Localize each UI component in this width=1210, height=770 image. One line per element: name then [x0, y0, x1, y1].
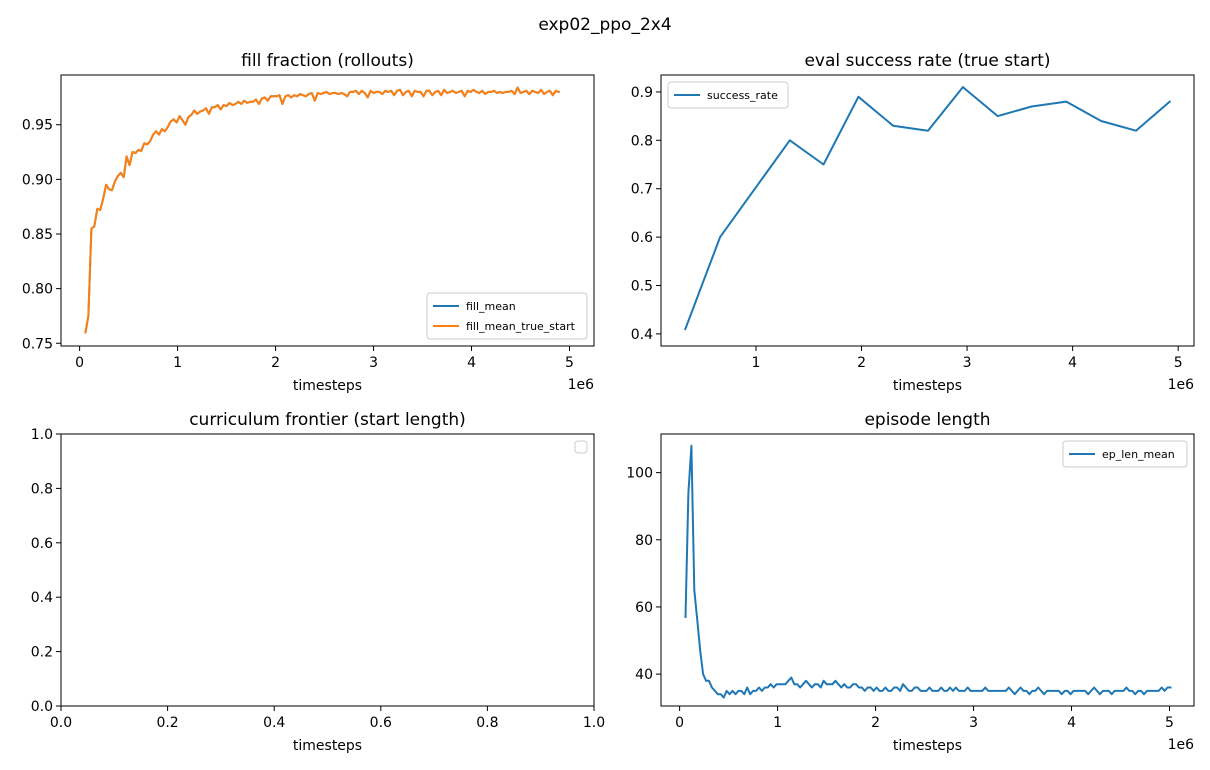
- y-tick-label: 0.5: [631, 279, 653, 295]
- subplot-4: episode length 0 1 2 3 4 5 40 60 80 100 timesteps 1e…: [626, 410, 1195, 754]
- x-axis-label: timesteps: [893, 738, 962, 754]
- x-tick-label: 1: [752, 355, 761, 371]
- x-axis-label: timesteps: [893, 378, 962, 394]
- y-tick-label: 100: [626, 466, 653, 482]
- y-tick-label: 60: [635, 600, 653, 616]
- legend: fill_mean fill_mean_true_start: [426, 292, 588, 340]
- x-offset-label: 1e6: [568, 377, 595, 393]
- y-tick-label: 0.6: [31, 536, 53, 552]
- x-tick-label: 4: [1068, 355, 1077, 371]
- subplot-3: curriculum frontier (start length) 0.0 0.2…: [31, 410, 605, 754]
- x-offset-label: 1e6: [1168, 377, 1195, 393]
- y-tick-label: 0.8: [31, 481, 53, 497]
- x-tick-label: 2: [271, 355, 280, 371]
- axes-frame: [60, 74, 595, 347]
- y-tick-label: 0.95: [22, 118, 53, 134]
- series-line-ep_len_mean: [684, 444, 1172, 699]
- x-tick-label: 0.4: [263, 715, 285, 731]
- y-tick-label: 0.0: [31, 699, 53, 715]
- legend: [574, 440, 588, 454]
- y-tick-label: 0.75: [22, 336, 53, 352]
- y-tick-label: 80: [635, 533, 653, 549]
- subplot-2: eval success rate (true start) 1 2 3 4 5 0.4 0.…: [631, 51, 1195, 394]
- axes-frame: [660, 433, 1195, 707]
- x-tick-label: 2: [857, 355, 866, 371]
- y-tick-label: 0.9: [631, 85, 653, 101]
- subplot-grid: fill fraction (rollouts)0 1 2 3 4 50.750.800.…: [22, 51, 1195, 754]
- y-tick-label: 0.80: [22, 282, 53, 298]
- y-tick-label: 0.8: [631, 133, 653, 149]
- x-tick-label: 4: [467, 355, 476, 371]
- legend-entry-label: fill_mean: [466, 300, 516, 313]
- y-tick-label: 0.85: [22, 227, 53, 243]
- y-tick-label: 0.7: [631, 182, 653, 198]
- x-tick-label: 3: [963, 355, 972, 371]
- x-tick-label: 0: [75, 355, 84, 371]
- y-tick-label: 0.6: [631, 230, 653, 246]
- axes-frame: [660, 74, 1195, 347]
- x-tick-label: 5: [565, 355, 574, 371]
- x-tick-label: 1: [773, 715, 782, 731]
- legend-box: [574, 440, 588, 454]
- subplot-1: fill fraction (rollouts) 0 1 2 3 4 5 0.75 0.80 0.…: [22, 51, 595, 394]
- figure-suptitle: exp02_ppo_2x4: [538, 15, 671, 35]
- x-tick-label: 2: [871, 715, 880, 731]
- x-tick-label: 0: [675, 715, 684, 731]
- subplot-title: curriculum frontier (start length): [189, 410, 466, 430]
- x-axis-label: timesteps: [293, 378, 362, 394]
- legend-box: [1062, 440, 1188, 468]
- x-tick-label: 1.0: [583, 715, 605, 731]
- y-tick-label: 40: [635, 667, 653, 683]
- legend: success_rate: [667, 81, 789, 109]
- subplot-title: episode length: [864, 410, 990, 430]
- y-tick-label: 0.4: [31, 590, 53, 606]
- x-tick-label: 5: [1165, 715, 1174, 731]
- x-tick-label: 0.2: [156, 715, 178, 731]
- y-tick-label: 0.4: [631, 327, 653, 343]
- x-tick-label: 0.8: [476, 715, 498, 731]
- legend-entry-label: success_rate: [707, 89, 778, 102]
- legend-box: [426, 292, 588, 340]
- y-tick-label: 0.90: [22, 172, 53, 188]
- x-axis-label: timesteps: [293, 738, 362, 754]
- x-tick-label: 0.6: [370, 715, 392, 731]
- x-tick-label: 0.0: [50, 715, 72, 731]
- x-offset-label: 1e6: [1168, 737, 1195, 753]
- x-tick-label: 1: [173, 355, 182, 371]
- legend: ep_len_mean: [1062, 440, 1188, 468]
- x-tick-label: 3: [969, 715, 978, 731]
- series-line-fill_mean_true_start: [84, 86, 560, 334]
- subplot-title: fill fraction (rollouts): [241, 51, 414, 71]
- subplot-title: eval success rate (true start): [804, 51, 1050, 71]
- legend-entry-label: ep_len_mean: [1102, 448, 1175, 461]
- y-tick-label: 0.2: [31, 645, 53, 661]
- y-tick-label: 1.0: [31, 427, 53, 443]
- x-tick-label: 3: [369, 355, 378, 371]
- x-tick-label: 5: [1174, 355, 1183, 371]
- x-tick-label: 4: [1067, 715, 1076, 731]
- legend-box: [667, 81, 789, 109]
- legend-entry-label: fill_mean_true_start: [466, 320, 576, 333]
- series-line-success_rate: [684, 86, 1172, 331]
- axes-frame: [60, 433, 595, 707]
